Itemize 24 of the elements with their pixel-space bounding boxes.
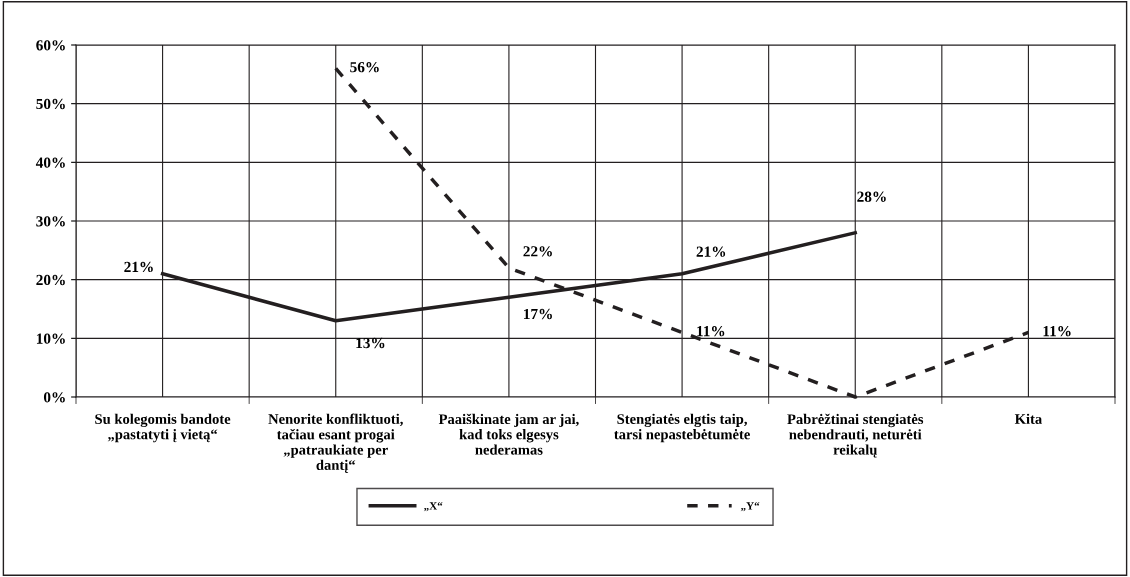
data-label: 13%	[356, 337, 385, 349]
y-tick-label: 60%	[36, 40, 65, 51]
data-label: 11%	[1043, 325, 1071, 337]
x-tick-label: Stengiatės elgtis taip, tarsi nepastebėtumėte	[614, 413, 750, 443]
data-label: 56%	[350, 61, 379, 73]
y-tick-label: 40%	[35, 157, 65, 168]
y-tick-label: 0%	[43, 392, 65, 403]
data-label: 28%	[857, 191, 886, 202]
y-tick-label: 30%	[36, 216, 65, 227]
x-tick-label: Nenorite konfliktuoti, tačiau esant progai „patraukiate per dantį“	[268, 413, 403, 473]
y-tick-label: 10%	[36, 333, 65, 344]
legend-label: „X“	[423, 502, 443, 512]
x-tick-label: Su kolegomis bandote „pastatyti į vietą“	[95, 413, 231, 443]
x-tick-label: Paaiškinate jam ar jai, kad toks elgesys nederamas	[438, 413, 579, 455]
data-label: 22%	[523, 246, 552, 257]
data-label: 21%	[696, 246, 726, 257]
y-tick-label: 50%	[36, 98, 65, 110]
x-tick-label: Kita	[1014, 413, 1042, 424]
data-label: 17%	[524, 308, 552, 320]
y-tick-label: 20%	[36, 274, 65, 286]
legend-label: „Y“	[740, 502, 760, 512]
data-label: 21%	[124, 261, 153, 273]
x-tick-label: Pabrėžtinai stengiatės nebendrauti, neturėti reikalų	[787, 413, 924, 458]
data-label: 11%	[697, 325, 725, 337]
